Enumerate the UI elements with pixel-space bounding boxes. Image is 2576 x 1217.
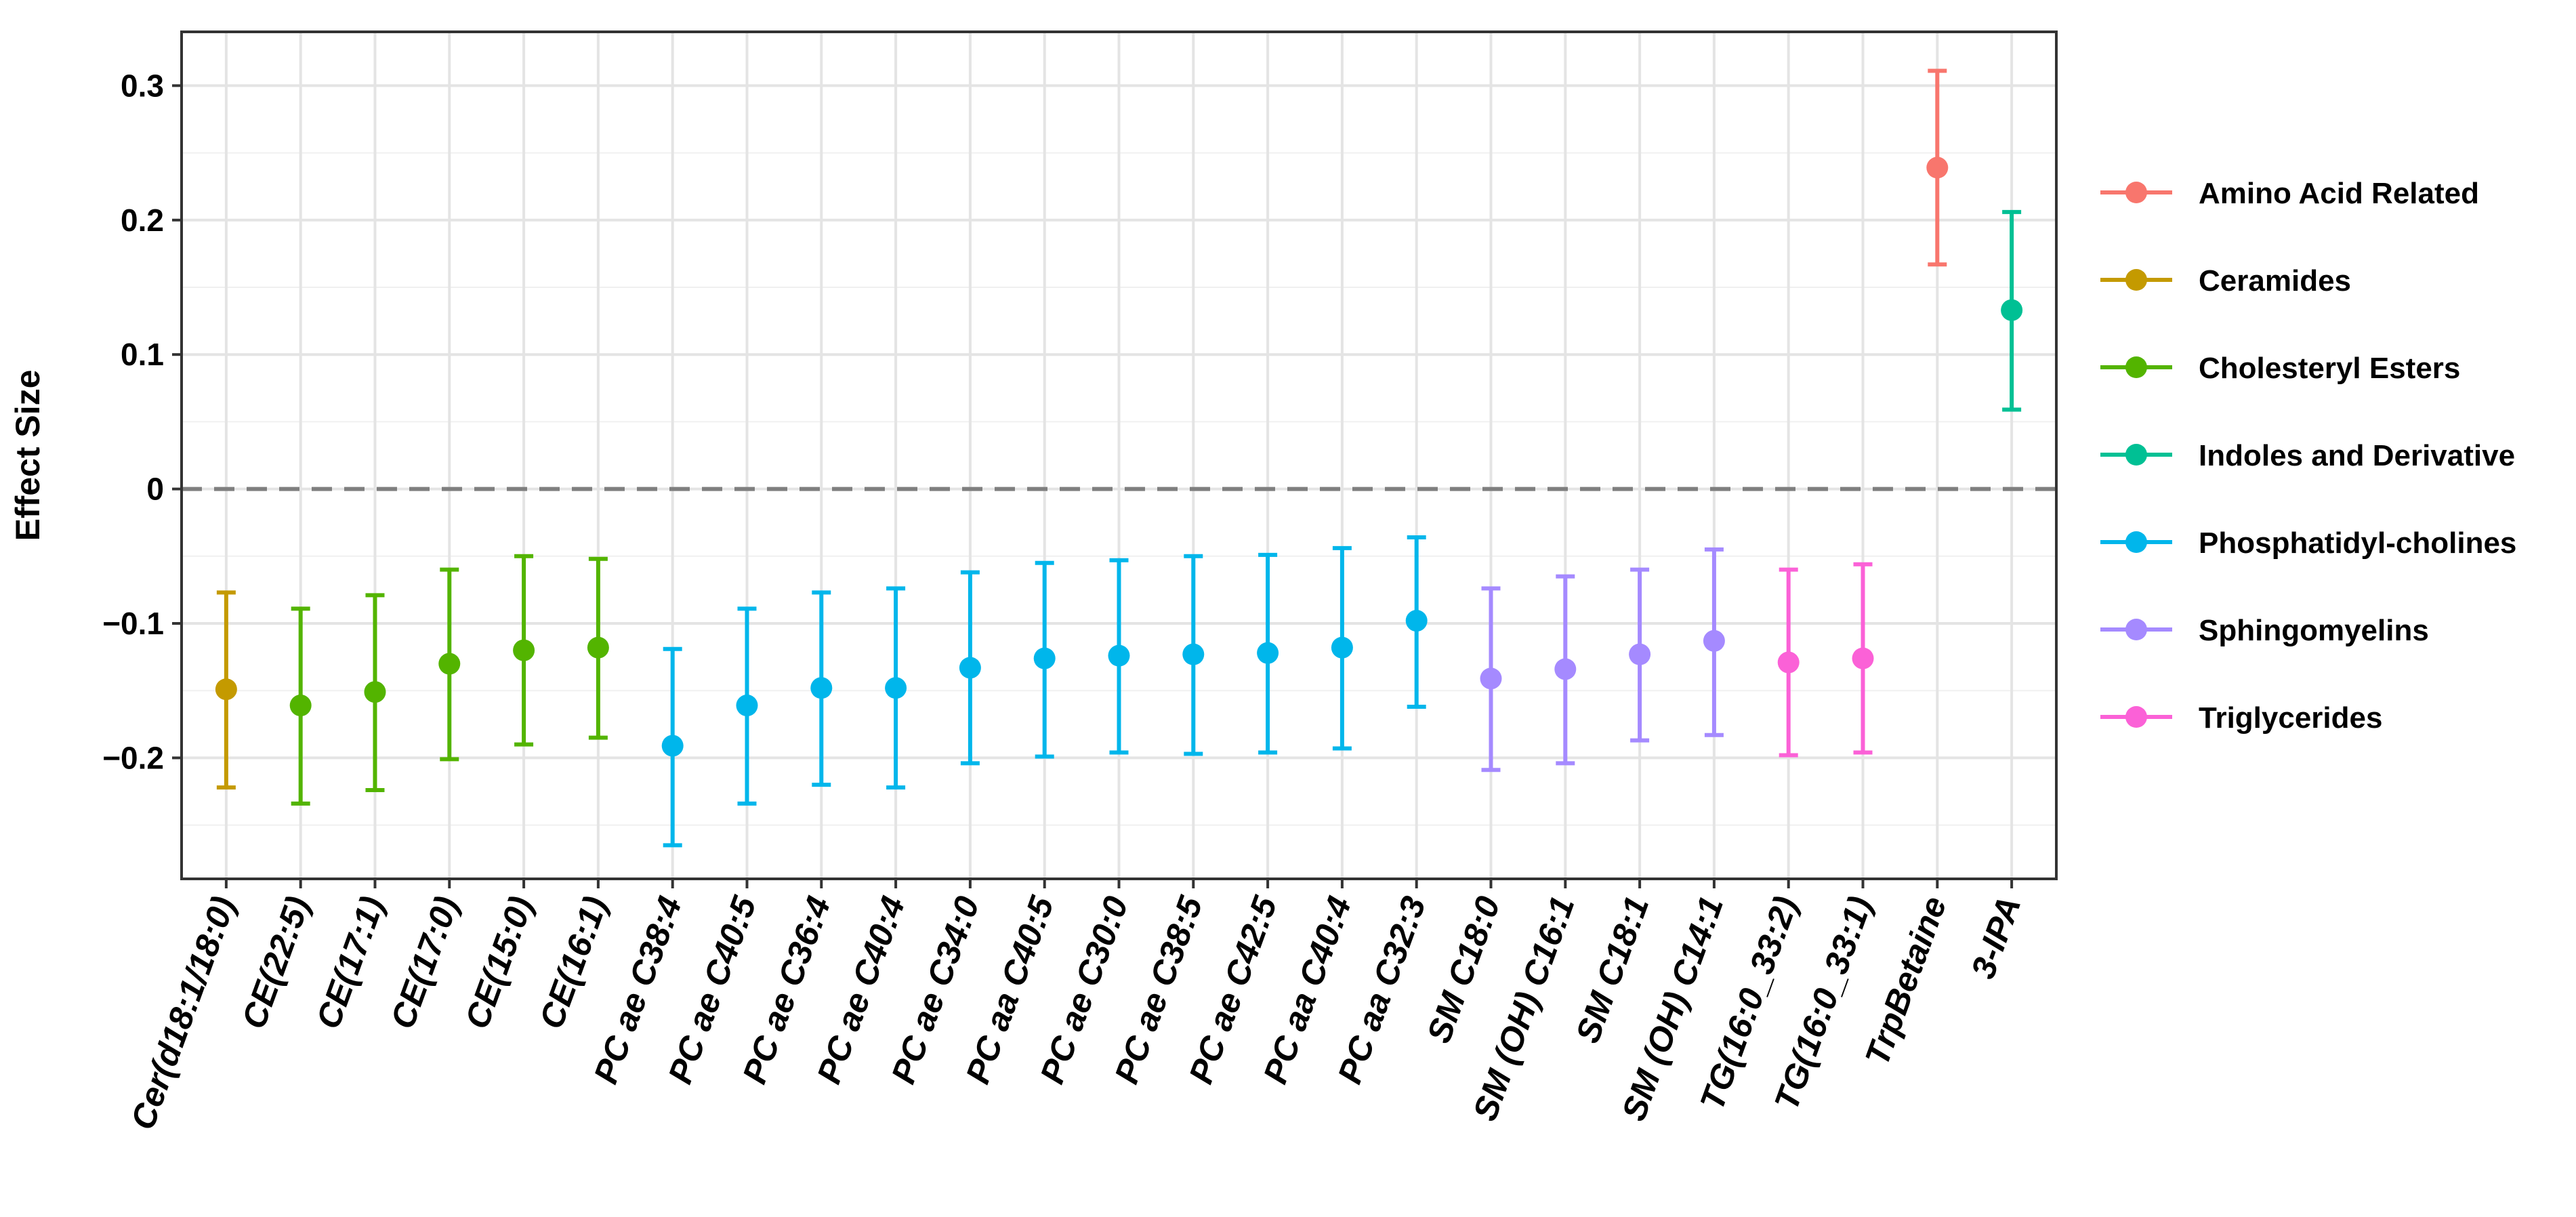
error-bar-group [1257,552,1279,755]
error-bar-group [1926,68,1949,267]
legend-label: Indoles and Derivative [2199,439,2515,472]
data-point [2001,299,2023,321]
error-bar-group [1554,574,1577,766]
y-tick-label: 0.1 [121,337,164,372]
data-point [1033,647,1056,669]
data-point [289,695,312,717]
y-tick-label: 0 [146,472,164,507]
data-point [810,677,833,699]
data-point [1331,636,1353,659]
x-tick-label: CE(16:1) [532,892,615,1034]
x-tick-label: CE(17:0) [383,892,466,1034]
legend-key-point [2125,269,2147,291]
error-bar-group [1182,554,1205,756]
data-point [1182,643,1205,665]
y-tick-label: −0.1 [102,606,164,641]
legend-label: Amino Acid Related [2199,177,2479,210]
x-tick-label: CE(22:5) [234,892,317,1034]
data-point [1257,642,1279,664]
y-tick-label: 0.3 [121,68,164,103]
legend-item: Ceramides [2100,264,2351,297]
legend-item: Amino Acid Related [2100,177,2479,210]
legend: Amino Acid Related Ceramides Cholesteryl E… [2100,177,2516,735]
y-axis-title: Effect Size [9,370,47,541]
error-bar-group [1331,545,1353,751]
error-bar-group [810,590,833,787]
data-point [1108,644,1130,667]
data-point [959,657,981,679]
data-point [1926,157,1949,179]
y-tick-label: −0.2 [102,740,164,775]
data-point [215,678,237,701]
error-bar-group [1405,535,1428,709]
legend-label: Ceramides [2199,264,2351,297]
legend-key-point [2125,182,2147,203]
legend-key-point [2125,619,2147,640]
error-bar-group [513,554,535,747]
plot-marks [182,68,2056,848]
legend-item: Triglycerides [2100,701,2382,735]
error-bar-group [736,606,758,806]
x-tick-label: Cer(d18:1/18:0) [123,892,243,1135]
legend-item: Sphingomyelins [2100,614,2429,647]
legend-item: Indoles and Derivative [2100,439,2515,472]
error-bar-group [215,590,237,790]
legend-key-point [2125,356,2147,378]
legend-label: Triglycerides [2199,701,2382,735]
legend-label: Sphingomyelins [2199,614,2429,647]
legend-key-point [2125,444,2147,466]
x-tick-label: CE(15:0) [457,892,540,1034]
data-point [513,639,535,661]
legend-label: Cholesteryl Esters [2199,352,2460,385]
data-point [1480,667,1502,690]
error-bar-group [1777,567,1800,758]
error-bar-group [1703,547,1725,737]
x-tick-label: SM C18:0 [1419,891,1508,1048]
error-bar-group [959,570,981,766]
error-bar-group [364,593,386,793]
error-bar-group [1629,567,1651,743]
data-point [661,735,684,757]
error-bar-group [885,586,907,790]
data-point [1629,643,1651,665]
error-bar-group [2001,209,2023,412]
error-bar-group [1108,558,1130,755]
data-point [364,681,386,703]
data-point [885,677,907,699]
data-point [1554,658,1577,680]
y-tick-label: 0.2 [121,203,164,238]
data-point [438,653,461,675]
legend-label: Phosphatidyl-cholines [2199,527,2516,560]
legend-item: Cholesteryl Esters [2100,352,2460,385]
legend-key-point [2125,531,2147,553]
x-tick-label: SM C18:1 [1569,892,1657,1048]
x-tick-label: 3-IPA [1964,892,2028,984]
legend-key-point [2125,706,2147,728]
data-point [1777,651,1800,674]
data-point [736,695,758,717]
error-bar-group [289,606,312,806]
data-point [587,636,609,659]
x-tick-label: CE(17:1) [309,892,392,1034]
error-bar-group [587,556,609,740]
error-bar-group [1033,560,1056,759]
data-point [1703,630,1725,652]
error-bar-group [1852,562,1874,755]
error-bar-group [438,567,461,762]
error-bar-group [1480,586,1502,772]
legend-item: Phosphatidyl-cholines [2100,527,2516,560]
error-bar-group [661,646,684,848]
data-point [1852,647,1874,669]
data-point [1405,610,1428,632]
